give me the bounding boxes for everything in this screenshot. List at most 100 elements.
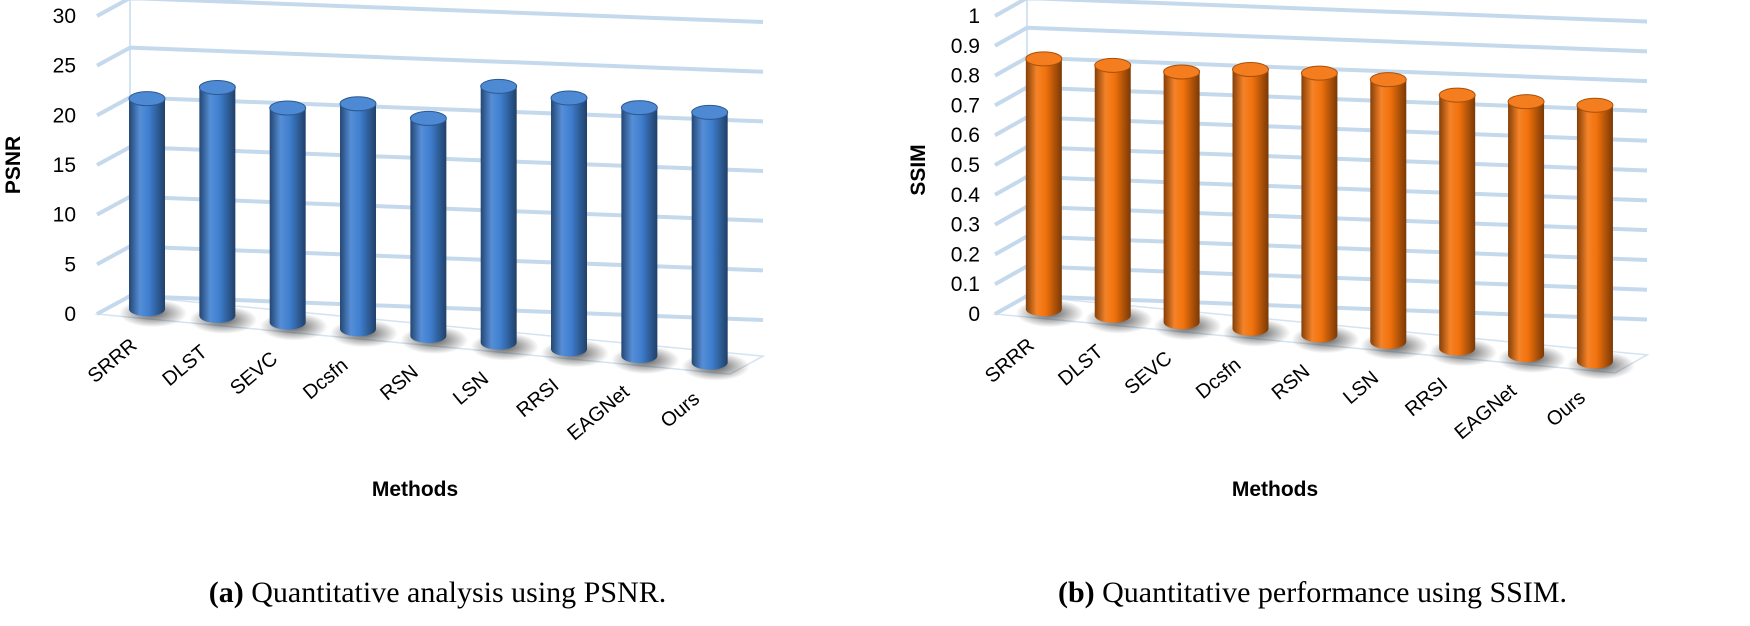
ssim-bar — [1015, 51, 1084, 328]
ssim-gridline — [994, 25, 1648, 54]
psnr-bar-top — [198, 79, 236, 95]
ssim-x-axis-title: Methods — [1232, 478, 1318, 501]
ssim-bar-body — [1301, 73, 1338, 343]
psnr-bar — [681, 104, 750, 381]
ssim-gridline — [994, 0, 1648, 24]
ssim-bar-top — [1025, 51, 1063, 67]
psnr-bar — [400, 110, 469, 354]
ssim-bar-body — [1232, 69, 1269, 336]
psnr-y-tick-label: 15 — [53, 154, 76, 177]
psnr-bar-top — [409, 110, 447, 126]
ssim-y-tick-label: 0.9 — [951, 35, 980, 58]
ssim-bar — [1429, 87, 1498, 367]
ssim-bar — [1498, 94, 1567, 373]
ssim-caption: (b) Quantitative performance using SSIM. — [875, 576, 1750, 610]
psnr-y-tick-label: 30 — [53, 5, 76, 28]
ssim-y-tick-label: 0.2 — [951, 243, 980, 266]
ssim-y-tick-label: 0.7 — [951, 94, 980, 117]
psnr-bar-top — [691, 104, 729, 120]
psnr-bar — [330, 96, 399, 348]
ssim-y-tick-label: 0.6 — [951, 124, 980, 147]
psnr-bar-top — [339, 96, 377, 112]
psnr-x-tick-label: Ours — [657, 388, 704, 433]
ssim-bar-top — [1576, 97, 1614, 113]
psnr-chart: 0 5 10 15 20 25 30 SRRR DLST SEVC Dcsfn RSN LSN RRSI E… — [2, 0, 766, 501]
psnr-bar — [259, 100, 328, 341]
psnr-bar-body — [691, 112, 728, 370]
ssim-bar-top — [1369, 72, 1407, 88]
psnr-bar-body — [480, 86, 517, 350]
ssim-y-tick-label: 0.4 — [951, 184, 981, 207]
ssim-bar — [1291, 65, 1360, 354]
ssim-bar — [1360, 72, 1429, 360]
psnr-y-tick-label: 5 — [64, 253, 76, 276]
psnr-bar — [119, 91, 188, 328]
ssim-bar-body — [1576, 105, 1613, 369]
ssim-caption-text: Quantitative performance using SSIM. — [1102, 576, 1568, 609]
ssim-bar-top — [1507, 94, 1545, 110]
psnr-bar-body — [269, 108, 306, 330]
ssim-bar-top — [1300, 65, 1338, 81]
psnr-bar-body — [410, 118, 447, 343]
psnr-x-axis-title: Methods — [372, 478, 458, 501]
psnr-gridline — [96, 0, 764, 25]
ssim-x-tick-label: EAGNet — [1451, 380, 1522, 444]
ssim-bar — [1566, 97, 1635, 380]
ssim-x-tick-label: RRSI — [1401, 374, 1452, 422]
psnr-bar-body — [129, 98, 166, 317]
ssim-bar-top — [1438, 87, 1476, 103]
psnr-x-tick-label: RRSI — [513, 374, 564, 422]
ssim-y-tick-label: 0.5 — [951, 154, 980, 177]
ssim-bar-body — [1370, 79, 1407, 349]
psnr-x-tick-label: SRRR — [84, 334, 142, 387]
ssim-x-tick-label: Ours — [1542, 387, 1589, 432]
psnr-bar-body — [551, 98, 588, 357]
ssim-x-tick-label: Dcsfn — [1192, 354, 1245, 404]
ssim-y-tick-label: 0.3 — [951, 214, 980, 237]
psnr-y-tick-label: 25 — [53, 55, 76, 78]
ssim-bar-body — [1163, 71, 1200, 330]
ssim-y-axis-title: SSIM — [907, 144, 930, 195]
ssim-y-tick-label: 0.8 — [951, 65, 980, 88]
ssim-x-tick-label: LSN — [1339, 367, 1383, 409]
psnr-x-tick-label: Dcsfn — [299, 354, 352, 404]
psnr-bar-top — [620, 100, 658, 116]
psnr-caption: (a) Quantitative analysis using PSNR. — [0, 576, 875, 610]
psnr-bar-top — [550, 90, 588, 106]
psnr-caption-tag: (a) — [208, 576, 244, 609]
psnr-x-tick-label: RSN — [376, 361, 422, 405]
psnr-bar — [611, 100, 680, 375]
ssim-bar-body — [1508, 101, 1545, 362]
ssim-x-tick-label: RSN — [1268, 360, 1314, 404]
psnr-y-tick-label: 20 — [53, 104, 76, 127]
psnr-bar-top — [128, 91, 166, 107]
ssim-x-tick-label: SEVC — [1121, 347, 1177, 399]
psnr-chart-panel: 0 5 10 15 20 25 30 SRRR DLST SEVC Dcsfn RSN LSN RRSI E… — [0, 0, 875, 610]
psnr-bar-body — [340, 103, 377, 337]
psnr-y-axis-title: PSNR — [2, 136, 25, 194]
ssim-bar-top — [1094, 57, 1132, 73]
ssim-bar — [1153, 64, 1222, 341]
ssim-bar-body — [1025, 58, 1062, 317]
ssim-bar — [1222, 62, 1291, 347]
psnr-bar-body — [621, 107, 658, 364]
ssim-x-tick-label: DLST — [1054, 341, 1107, 391]
psnr-x-tick-label: DLST — [158, 341, 211, 391]
psnr-bar-body — [199, 87, 236, 323]
ssim-bar-top — [1232, 62, 1270, 78]
psnr-bar-top — [269, 100, 307, 116]
psnr-x-tick-label: EAGNet — [563, 381, 634, 445]
ssim-y-tick-label: 0.1 — [951, 273, 980, 296]
ssim-chart-panel: 0 0.1 0.2 0.3 0.4 0.5 0.6 0.7 0.8 0.9 1 SRRR DLST SEV… — [875, 0, 1750, 626]
psnr-bar — [470, 78, 539, 361]
psnr-x-tick-label: SEVC — [226, 348, 282, 400]
ssim-chart: 0 0.1 0.2 0.3 0.4 0.5 0.6 0.7 0.8 0.9 1 SRRR DLST SEV… — [907, 0, 1650, 501]
ssim-bar-body — [1094, 65, 1131, 323]
ssim-bar-body — [1439, 95, 1476, 356]
psnr-bar-top — [480, 78, 518, 94]
psnr-y-tick-label: 10 — [53, 204, 76, 227]
ssim-x-tick-label: SRRR — [981, 334, 1039, 387]
psnr-gridline — [96, 45, 764, 74]
psnr-bar — [541, 90, 610, 368]
ssim-bar — [1084, 57, 1153, 334]
